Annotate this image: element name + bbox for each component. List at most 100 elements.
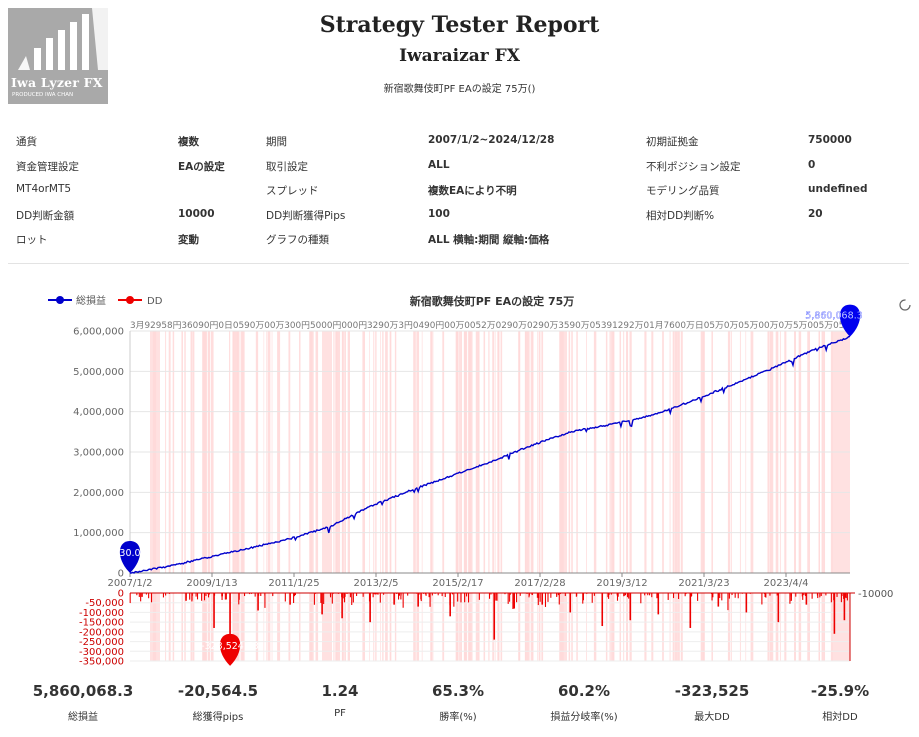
stat-value: -25.9%	[810, 682, 870, 700]
dd-band	[234, 593, 237, 661]
dd-band	[209, 593, 211, 661]
start-marker	[119, 541, 141, 573]
dd-band	[672, 593, 675, 661]
info-label: 相対DD判断%	[646, 209, 715, 222]
stat-value: 65.3%	[431, 682, 485, 700]
dd-y-tick-label: -50,000	[85, 598, 124, 609]
dd-band	[333, 593, 335, 661]
dd-band	[530, 593, 534, 661]
legend-profit-label: 総損益	[76, 294, 106, 307]
logo-text: Iwa Lyzer FX	[11, 75, 103, 90]
dd-band	[322, 593, 332, 661]
dd-band	[237, 593, 240, 661]
dd-band	[525, 593, 528, 661]
dd-band	[576, 593, 578, 661]
dd-band	[463, 593, 467, 661]
divider	[8, 263, 909, 264]
ea-name: 新宿歌舞伎町PF EAの設定 75万()	[383, 84, 536, 95]
dd-band	[619, 593, 621, 661]
y-tick-label: 5,000,000	[73, 367, 124, 378]
info-value: undefined	[808, 183, 868, 195]
stat-value: 1.24	[321, 682, 359, 700]
info-label: ロット	[16, 234, 48, 246]
y-tick-label: 3,000,000	[73, 448, 124, 459]
summary-stats: 5,860,068.3 総損益 -20,564.5 総獲得pips 1.24 PF 65.3…	[0, 682, 919, 737]
stat-label: 損益分岐率(%)	[550, 712, 618, 723]
dd-band	[271, 593, 273, 661]
dd-y-tick-label: -250,000	[79, 637, 124, 648]
legend-profit-dot	[56, 296, 64, 304]
dd-band	[165, 593, 167, 661]
dd-band	[770, 593, 774, 661]
logo: Iwa Lyzer FX PRODUCED IWA CHAN	[8, 8, 108, 104]
chart-title: 新宿歌舞伎町PF EAの設定 75万	[410, 294, 575, 308]
dd-band	[278, 593, 281, 661]
dd-band	[538, 593, 541, 661]
dd-band	[375, 593, 377, 661]
dd-band	[541, 593, 544, 661]
info-label: DD判断金額	[16, 209, 75, 222]
dd-band	[242, 593, 245, 661]
dd-band	[430, 593, 432, 661]
dd-band	[469, 593, 473, 661]
dd-y-tick-label: -100,000	[79, 608, 124, 619]
info-label: 取引設定	[266, 160, 308, 173]
dd-band	[382, 593, 384, 661]
dd-band	[172, 593, 175, 661]
dd-y-tick-label: -200,000	[79, 627, 124, 638]
stat-value: -323,525	[674, 682, 750, 700]
x-tick-label: 2019/3/12	[596, 578, 647, 589]
x-tick-label: 2011/1/25	[268, 578, 319, 589]
info-label: MT4orMT5	[16, 183, 72, 195]
dd-band	[457, 593, 459, 661]
dd-band	[677, 593, 680, 661]
dd-band	[702, 593, 705, 661]
dd-band	[460, 593, 462, 661]
info-label: 資金管理設定	[16, 160, 79, 173]
dd-band	[206, 593, 207, 661]
dd-band	[235, 593, 239, 661]
dd-band	[192, 593, 195, 661]
dd-band	[629, 593, 632, 661]
dd-band	[309, 593, 312, 661]
dd-band	[823, 593, 826, 661]
y-tick-label: 0	[118, 569, 124, 580]
dd-band	[644, 593, 647, 661]
dd-band	[299, 593, 301, 661]
dd-band	[240, 593, 243, 661]
dd-band	[432, 593, 434, 661]
info-label: 期間	[266, 136, 287, 148]
info-value: 複数EAにより不明	[428, 185, 517, 197]
x-tick-label: 2009/1/13	[186, 578, 237, 589]
dd-right-label: -10000	[858, 589, 893, 600]
x-tick-label: 2023/4/4	[764, 578, 809, 589]
dd-band	[586, 593, 587, 661]
stat-item: 5,860,068.3 総損益	[23, 682, 143, 723]
dd-band	[315, 593, 319, 661]
dd-band	[798, 593, 802, 661]
dd-band	[478, 593, 480, 661]
info-label: 通貨	[16, 136, 37, 148]
dd-band	[518, 593, 520, 661]
stat-item: -20,564.5 総獲得pips	[158, 682, 278, 723]
dd-band	[344, 593, 346, 661]
dd-band	[626, 593, 629, 661]
dd-band	[184, 593, 186, 661]
dd-band	[784, 593, 787, 661]
stat-item: 65.3% 勝率(%)	[398, 682, 518, 723]
dd-band	[488, 593, 490, 661]
dd-band	[475, 593, 479, 661]
y-tick-label: 1,000,000	[73, 528, 124, 539]
page-title: Strategy Tester Report	[319, 12, 600, 38]
dd-band	[168, 593, 171, 661]
dd-band	[190, 593, 193, 661]
start-marker-label: 230.04	[113, 548, 146, 559]
dd-band	[459, 593, 461, 661]
stat-item: 1.24 PF	[280, 682, 400, 719]
end-marker	[839, 304, 861, 337]
refresh-icon[interactable]	[899, 299, 911, 311]
info-value: 10000	[178, 207, 215, 220]
dd-band	[311, 593, 314, 661]
info-value: EAの設定	[178, 160, 225, 173]
dd-band	[527, 593, 530, 661]
